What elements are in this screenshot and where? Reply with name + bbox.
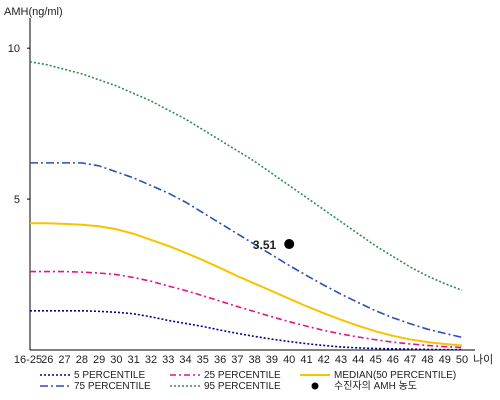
series-line bbox=[30, 270, 463, 349]
x-tick-label: 27 bbox=[58, 354, 70, 366]
x-tick-label: 43 bbox=[335, 354, 347, 366]
y-ticks: 5 10 bbox=[8, 43, 30, 206]
x-tick-label: 39 bbox=[266, 354, 278, 366]
y-tick-label: 5 bbox=[14, 194, 20, 206]
x-tick-label: 16-25 bbox=[14, 354, 42, 366]
x-tick-label: 34 bbox=[179, 354, 191, 366]
x-tick-label: 26 bbox=[41, 354, 53, 366]
legend-label: MEDIAN(50 PERCENTILE) bbox=[334, 370, 456, 381]
x-tick-label: 28 bbox=[76, 354, 88, 366]
legend-label: 75 PERCENTILE bbox=[74, 381, 151, 392]
patient-data-point bbox=[284, 239, 295, 250]
legend-label: 25 PERCENTILE bbox=[204, 370, 281, 381]
x-tick-label: 45 bbox=[369, 354, 381, 366]
legend-label: 95 PERCENTILE bbox=[204, 381, 281, 392]
x-tick-label: 46 bbox=[387, 354, 399, 366]
x-tick-label: 30 bbox=[110, 354, 122, 366]
x-ticks: 16-25 26 27 28 29 30 31 32 33 34 35 36 37 38 39 40 41 42 4… bbox=[14, 354, 468, 366]
legend-label: 5 PERCENTILE bbox=[74, 370, 145, 381]
legend: 5 PERCENTILE 25 PERCENTILE MEDIAN(50 PERCE… bbox=[40, 370, 456, 392]
x-axis-label: 나이 bbox=[473, 353, 493, 366]
x-tick-label: 38 bbox=[249, 354, 261, 366]
x-tick-label: 49 bbox=[439, 354, 451, 366]
series-line bbox=[30, 222, 463, 347]
legend-point-swatch bbox=[311, 382, 319, 390]
legend-label: 수진자의 AMH 농도 bbox=[334, 380, 417, 392]
series-line bbox=[30, 309, 462, 351]
x-tick-label: 40 bbox=[283, 354, 295, 366]
series-line bbox=[29, 60, 463, 291]
x-tick-label: 44 bbox=[352, 354, 364, 366]
x-tick-label: 41 bbox=[300, 354, 312, 366]
x-tick-label: 42 bbox=[318, 354, 330, 366]
patient-point-group: 3.51 bbox=[253, 238, 295, 252]
y-axis-label: AMH(ng/ml) bbox=[4, 6, 63, 18]
x-tick-label: 31 bbox=[128, 354, 140, 366]
x-tick-label: 35 bbox=[197, 354, 209, 366]
y-tick-label: 10 bbox=[8, 43, 20, 55]
x-tick-label: 32 bbox=[145, 354, 157, 366]
x-tick-label: 29 bbox=[93, 354, 105, 366]
x-tick-label: 37 bbox=[231, 354, 243, 366]
x-tick-label: 47 bbox=[404, 354, 416, 366]
patient-value-label: 3.51 bbox=[253, 238, 277, 252]
x-tick-label: 33 bbox=[162, 354, 174, 366]
x-tick-label: 50 bbox=[456, 354, 468, 366]
x-tick-label: 48 bbox=[421, 354, 433, 366]
series-lines bbox=[29, 60, 463, 351]
x-tick-label: 36 bbox=[214, 354, 226, 366]
